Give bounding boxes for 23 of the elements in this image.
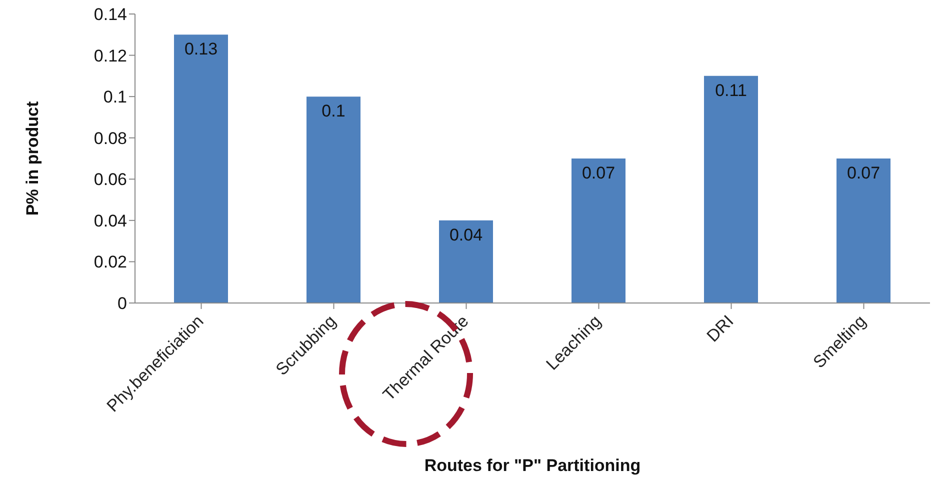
y-tick-label: 0.06 [94,170,127,190]
data-label: 0.13 [184,40,218,59]
y-tick-label: 0.08 [94,128,127,148]
y-axis-title: P% in product [23,101,42,216]
data-label: 0.07 [582,164,616,183]
y-tick-label: 0.12 [94,46,127,66]
y-tick-label: 0.02 [94,252,127,272]
y-tick-label: 0 [118,294,127,314]
bar [174,34,228,303]
data-label: 0.04 [449,226,483,244]
bar [704,76,758,303]
y-tick-label: 0.14 [94,5,127,24]
bar [572,158,626,303]
bar [836,158,890,303]
x-tick-label: DRI [703,312,738,346]
y-tick-label: 0.04 [94,211,127,230]
x-axis-title: Routes for "P" Partitioning [424,456,641,475]
y-tick-label: 0.1 [103,88,127,107]
data-label: 0.1 [322,102,346,121]
data-label: 0.11 [715,81,747,100]
bar [439,220,493,303]
data-label: 0.07 [846,164,880,183]
bar [306,96,360,303]
